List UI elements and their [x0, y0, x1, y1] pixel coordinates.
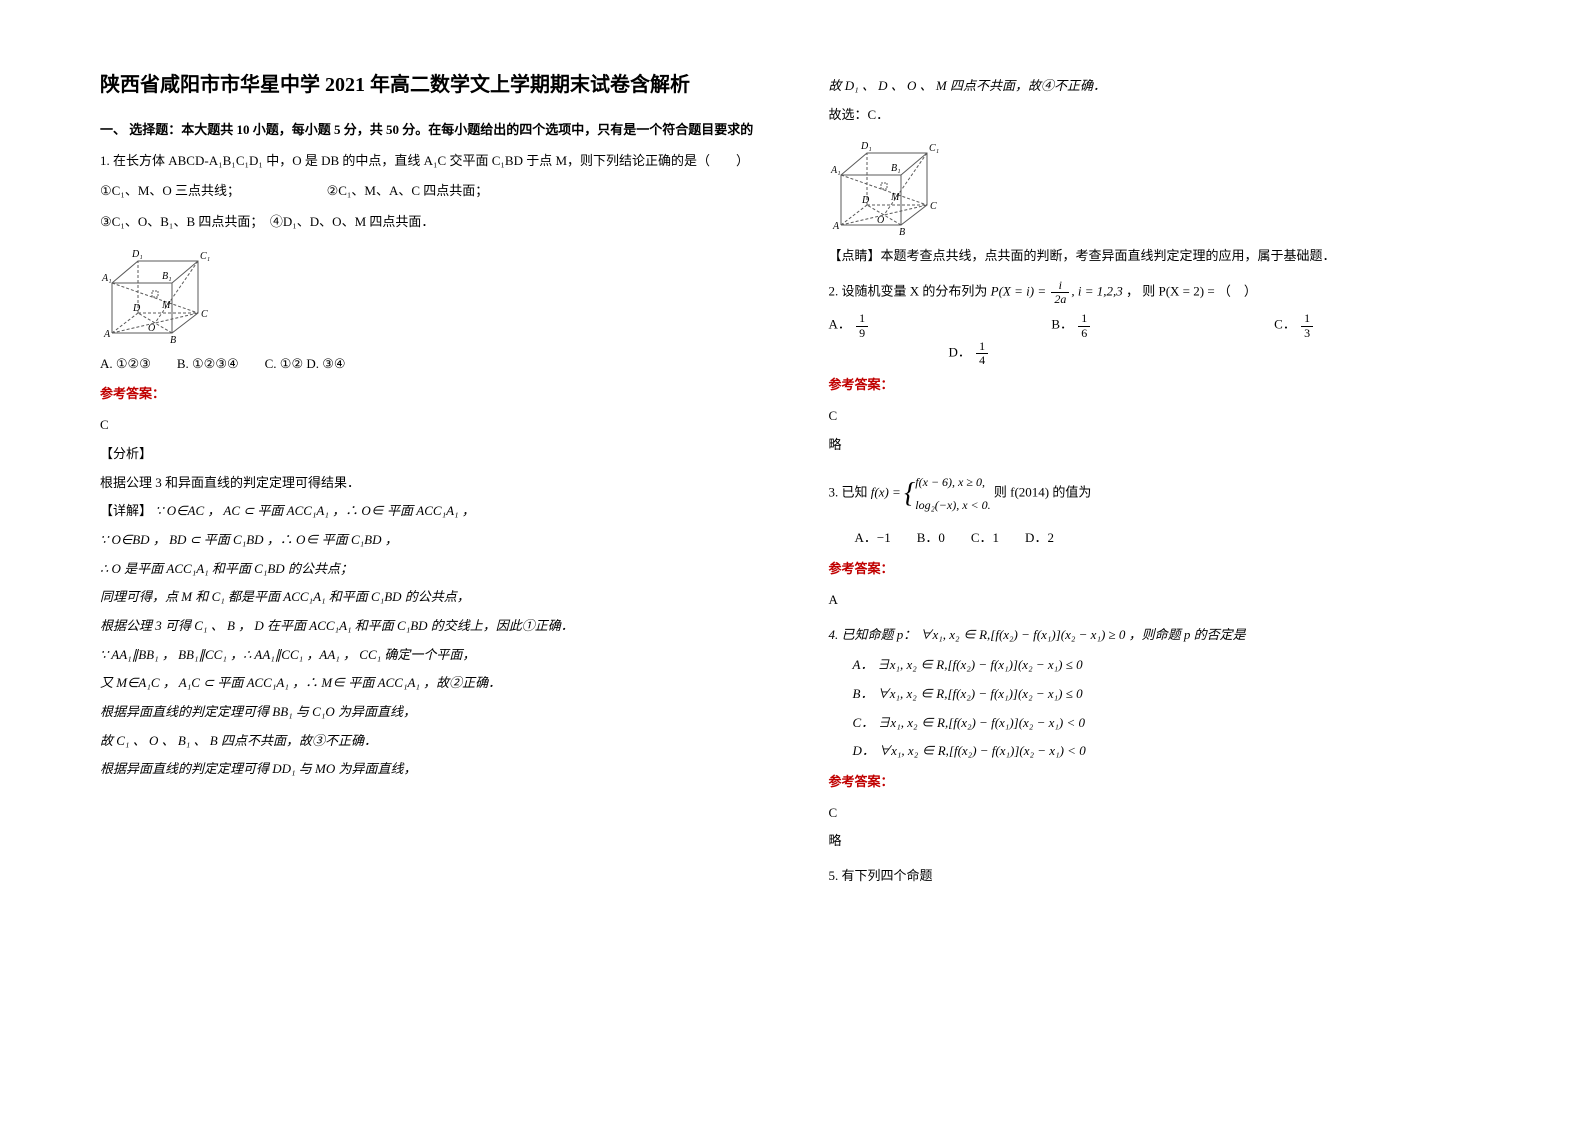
q1-options: A. ①②③ B. ①②③④ C. ①② D. ③④	[100, 352, 769, 377]
q2-options-row1: A． 19 B． 16 C． 13	[829, 312, 1498, 339]
svg-text:A₁: A₁	[830, 165, 841, 176]
svg-text:B₁: B₁	[162, 271, 172, 282]
svg-text:O: O	[148, 323, 155, 334]
svg-text:A: A	[832, 221, 840, 232]
q2-opt-c-label: C．	[1274, 317, 1296, 332]
svg-text:C₁: C₁	[929, 143, 939, 154]
detail-label: 【详解】	[100, 503, 152, 518]
svg-text:A: A	[103, 329, 111, 340]
svg-text:C: C	[930, 201, 937, 212]
q1-item-2: ②C₁、M、A、C 四点共面；	[327, 183, 489, 198]
q1-r1: 故 D₁ 、 D 、 O 、 M 四点不共面，故④不正确．	[829, 74, 1498, 99]
q2-formula: P(X = i) = i2a, i = 1,2,3	[991, 279, 1123, 306]
q2-a-num: 1	[856, 312, 868, 326]
q1-d2: ∵ O∈BD ， BD ⊂ 平面 C₁BD ，∴ O∈ 平面 C₁BD ，	[100, 528, 769, 553]
q1-items-row1: ①C₁、M、O 三点共线； ②C₁、M、A、C 四点共面；	[100, 179, 769, 204]
svg-text:B: B	[170, 335, 176, 346]
q1-analysis: 根据公理 3 和异面直线的判定定理可得结果．	[100, 471, 769, 496]
q1-items-row2: ③C₁、O、B₁、B 四点共面； ④D₁、D、O、M 四点共面．	[100, 210, 769, 235]
q1-detail-1: 【详解】 ∵ O∈AC ， AC ⊂ 平面 ACC₁A₁ ，∴ O∈ 平面 AC…	[100, 499, 769, 524]
q5-stem: 5. 有下列四个命题	[829, 864, 1498, 889]
dianjing-label: 【点睛】	[829, 248, 881, 263]
svg-text:D: D	[132, 303, 141, 314]
q4-stem: 4. 已知命题 p： ∀x₁, x₂ ∈ R,[f(x₂) − f(x₁)](x…	[829, 623, 1498, 648]
q2-opt-d-label: D．	[949, 344, 971, 359]
q1-d4: 同理可得，点 M 和 C₁ 都是平面 ACC₁A₁ 和平面 C₁BD 的公共点，	[100, 585, 769, 610]
q1-d6: ∵ AA₁∥BB₁ ， BB₁∥CC₁ ，∴ AA₁∥CC₁ ，AA₁ ， CC…	[100, 643, 769, 668]
q3-answer-label: 参考答案：	[829, 557, 1498, 582]
q4-opt-d: D． ∀x₁, x₂ ∈ R,[f(x₂) − f(x₁)](x₂ − x₁) …	[829, 739, 1498, 764]
q2-opt-b-label: B．	[1051, 317, 1073, 332]
q1-dianjing: 本题考查点共线，点共面的判断，考查异面直线判定定理的应用，属于基础题．	[881, 248, 1336, 263]
svg-text:B₁: B₁	[891, 163, 901, 174]
svg-text:B: B	[899, 227, 905, 238]
q4-answer-label: 参考答案：	[829, 770, 1498, 795]
q4-opt-c: C． ∃x₁, x₂ ∈ R,[f(x₂) − f(x₁)](x₂ − x₁) …	[829, 711, 1498, 736]
q3-options: A．−1 B．0 C．1 D．2	[829, 526, 1498, 551]
q3-stem-c: 则 f(2014) 的值为	[994, 485, 1092, 500]
section-1-head: 一、 选择题：本大题共 10 小题，每小题 5 分，共 50 分。在每小题给出的…	[100, 118, 769, 143]
q1-r2: 故选：C．	[829, 103, 1498, 128]
svg-text:M: M	[161, 300, 171, 311]
q4-opt-a: A． ∃x₁, x₂ ∈ R,[f(x₂) − f(x₁)](x₂ − x₁) …	[829, 653, 1498, 678]
q1-analysis-label: 【分析】	[100, 442, 769, 467]
q2-opt-a-label: A．	[829, 317, 851, 332]
svg-text:M: M	[890, 192, 900, 203]
q2-opt-a: A． 19	[829, 312, 1052, 339]
q2-opt-b: B． 16	[1051, 312, 1274, 339]
q1-item-1: ①C₁、M、O 三点共线；	[100, 183, 240, 198]
q1-d5: 根据公理 3 可得 C₁ 、 B ， D 在平面 ACC₁A₁ 和平面 C₁BD…	[100, 614, 769, 639]
q1-d8: 根据异面直线的判定定理可得 BB₁ 与 C₁O 为异面直线，	[100, 700, 769, 725]
q4-opt-b: B． ∀x₁, x₂ ∈ R,[f(x₂) − f(x₁)](x₂ − x₁) …	[829, 682, 1498, 707]
q2-stem-d: ， 则 P(X = 2) = （ ）	[1126, 284, 1257, 299]
q1-figure-cube: A B C D A₁ B₁ C₁ D₁ O M	[100, 241, 769, 346]
q1-answer: C	[100, 413, 769, 438]
q2-stem: 2. 设随机变量 X 的分布列为 P(X = i) = i2a, i = 1,2…	[829, 279, 1498, 306]
q3-case2: log₂(−x), x < 0.	[915, 494, 990, 517]
q2-d-den: 4	[976, 354, 988, 367]
svg-text:C: C	[201, 309, 208, 320]
q3-case1: f(x − 6), x ≥ 0,	[915, 471, 990, 494]
q4-answer: C	[829, 801, 1498, 826]
q1-d1: ∵ O∈AC ， AC ⊂ 平面 ACC₁A₁ ，∴ O∈ 平面 ACC₁A₁ …	[155, 503, 475, 518]
q2-opt-c: C． 13	[1274, 312, 1497, 339]
q2-a-den: 9	[856, 327, 868, 340]
q4-brief: 略	[829, 829, 1498, 854]
q2-answer: C	[829, 404, 1498, 429]
q2-c-den: 3	[1301, 327, 1313, 340]
q3-piecewise: f(x) = {f(x − 6), x ≥ 0,log₂(−x), x < 0.	[871, 467, 991, 520]
q1-d3: ∴ O 是平面 ACC₁A₁ 和平面 C₁BD 的公共点；	[100, 557, 769, 582]
svg-text:C₁: C₁	[200, 251, 210, 262]
q3-stem: 3. 已知 f(x) = {f(x − 6), x ≥ 0,log₂(−x), …	[829, 467, 1498, 520]
q2-frac-num: i	[1051, 279, 1069, 293]
q2-brief: 略	[829, 433, 1498, 458]
q2-d-num: 1	[976, 340, 988, 354]
q2-frac-den: 2a	[1051, 293, 1069, 306]
q2-options-row2: D． 14	[829, 340, 1498, 367]
page-title: 陕西省咸阳市市华星中学 2021 年高二数学文上学期期末试卷含解析	[100, 70, 769, 100]
q1-r3: 【点睛】本题考查点共线，点共面的判断，考查异面直线判定定理的应用，属于基础题．	[829, 244, 1498, 269]
q2-b-den: 6	[1078, 327, 1090, 340]
svg-text:D: D	[861, 195, 870, 206]
q2-stem-a: 2. 设随机变量 X 的分布列为	[829, 284, 991, 299]
q1-d10: 根据异面直线的判定定理可得 DD₁ 与 MO 为异面直线，	[100, 757, 769, 782]
svg-text:A₁: A₁	[101, 273, 112, 284]
q1-answer-label: 参考答案：	[100, 382, 769, 407]
svg-text:D₁: D₁	[131, 249, 143, 260]
q3-fx: f(x) =	[871, 485, 904, 500]
q2-pxi: P(X = i) =	[991, 284, 1050, 299]
q3-stem-a: 3. 已知	[829, 485, 871, 500]
q2-b-num: 1	[1078, 312, 1090, 326]
q1-d7: 又 M∈A₁C ， A₁C ⊂ 平面 ACC₁A₁ ，∴ M∈ 平面 ACC₁A…	[100, 671, 769, 696]
q1-figure-cube-2: A B C D A₁ B₁ C₁ D₁ O M	[829, 133, 1498, 238]
q2-answer-label: 参考答案：	[829, 373, 1498, 398]
svg-text:D₁: D₁	[860, 141, 872, 152]
q2-c-num: 1	[1301, 312, 1313, 326]
q1-d9: 故 C₁ 、 O 、 B₁ 、 B 四点不共面，故③不正确．	[100, 729, 769, 754]
q2-i123: , i = 1,2,3	[1071, 284, 1122, 299]
svg-text:O: O	[877, 215, 884, 226]
q3-answer: A	[829, 588, 1498, 613]
q1-stem: 1. 在长方体 ABCD-A₁B₁C₁D₁ 中，O 是 DB 的中点，直线 A₁…	[100, 149, 769, 174]
